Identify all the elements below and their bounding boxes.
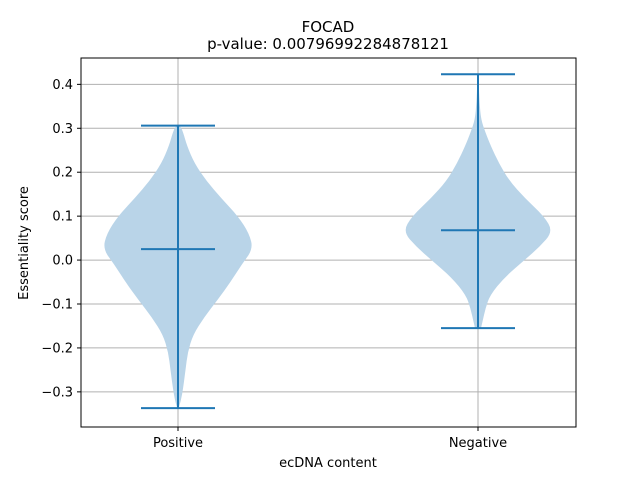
y-tick-label: 0.3 xyxy=(52,122,73,137)
x-tick-label: Negative xyxy=(449,436,507,451)
chart-title: FOCAD xyxy=(302,18,355,36)
y-tick-label: −0.2 xyxy=(41,341,73,356)
y-tick-label: 0.0 xyxy=(52,254,73,269)
plot-frame xyxy=(80,57,577,428)
y-tick-label: 0.4 xyxy=(52,78,73,93)
y-axis-label: Essentiality score xyxy=(17,186,32,300)
violins xyxy=(104,73,551,410)
chart-subtitle: p-value: 0.00796992284878121 xyxy=(207,35,449,53)
x-tick-label: Positive xyxy=(153,436,203,451)
y-tick-label: 0.1 xyxy=(52,210,73,225)
x-axis-label: ecDNA content xyxy=(279,456,377,471)
y-tick-label: 0.2 xyxy=(52,166,73,181)
axes: −0.3 −0.2 −0.1 0.0 0.1 0.2 0.3 0.4 Positive Negat… xyxy=(41,78,507,451)
y-tick-label: −0.1 xyxy=(41,298,73,313)
y-tick-label: −0.3 xyxy=(41,385,73,400)
